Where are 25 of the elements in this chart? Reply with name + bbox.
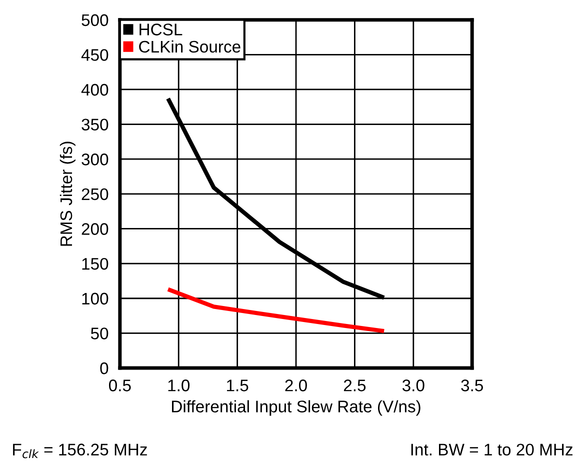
x-tick-label: 3.0	[402, 380, 424, 392]
y-tick-label: 250	[82, 188, 108, 200]
y-tick-label: 450	[81, 49, 108, 61]
x-tick-label: 2.0	[285, 380, 307, 392]
legend-label: HCSL	[140, 24, 182, 36]
y-tick-label: 100	[82, 292, 108, 305]
y-tick-label: 300	[82, 154, 108, 166]
y-tick-label: 500	[82, 14, 108, 26]
y-tick-label: 150	[82, 258, 108, 270]
y-tick-label: 50	[90, 328, 108, 340]
line-series	[166, 287, 386, 334]
y-tick-label: 0	[100, 362, 108, 374]
x-axis-title: Differential Input Slew Rate (V/ns)	[172, 400, 420, 416]
text: Int. BW = 1 to 20 MHz	[411, 444, 572, 456]
x-tick-label: 1.0	[168, 380, 190, 392]
x-tick-label: 2.5	[344, 380, 366, 392]
y-tick-label: 350	[82, 118, 108, 131]
x-tick-label: 1.5	[227, 380, 248, 392]
x-tick-label: 0.5	[108, 380, 131, 392]
y-tick-label: 200	[82, 223, 108, 235]
x-tick-label: 3.5	[461, 380, 483, 392]
text: F$_{clk}$ = 156.25 MHz	[13, 444, 147, 458]
legend-label: CLKin Source	[139, 40, 240, 53]
y-axis-title: RMS Jitter (fs)	[60, 142, 76, 246]
y-tick-label: 400	[81, 84, 108, 96]
